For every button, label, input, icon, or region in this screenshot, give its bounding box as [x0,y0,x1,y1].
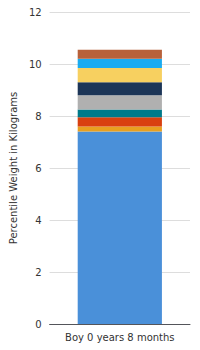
svg-text:10: 10 [29,59,42,70]
svg-text:8: 8 [35,111,41,122]
svg-text:6: 6 [35,163,41,174]
svg-text:2: 2 [35,267,41,278]
svg-text:Boy 0 years 8 months: Boy 0 years 8 months [65,332,175,343]
svg-text:4: 4 [35,215,41,226]
svg-text:0: 0 [35,319,41,330]
svg-text:12: 12 [29,7,42,18]
svg-text:Percentile Weight in Kilograms: Percentile Weight in Kilograms [8,92,19,245]
